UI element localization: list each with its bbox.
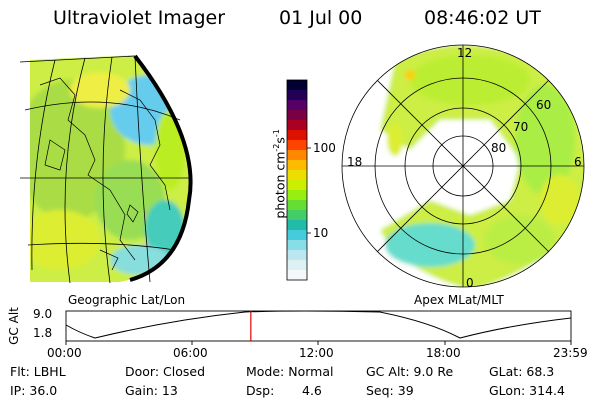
xtick-0600: 06:00 [173, 346, 208, 360]
altitude-plot [65, 310, 572, 345]
colorbar-segment [287, 100, 307, 111]
colorbar-segment [287, 210, 307, 221]
colorbar-segment [287, 170, 307, 181]
dsp-value: 4.6 [302, 383, 322, 398]
altitude-ylabel: GC Alt [7, 307, 21, 345]
colorbar-segment [287, 90, 307, 101]
xtick-1200: 12:00 [299, 346, 334, 360]
colorbar-label: photon cm-2s-1 [272, 129, 288, 219]
mlt-label-12: 12 [457, 46, 473, 60]
apex-caption: Apex MLat/MLT [414, 293, 504, 307]
seq-info: Seq: 39 [366, 383, 414, 398]
app-title: Ultraviolet Imager [53, 7, 226, 29]
altitude-ymax: 9.0 [33, 307, 53, 321]
colorbar-segment [287, 230, 307, 241]
mode-info: Mode: Normal [246, 364, 334, 379]
colorbar-segment [287, 270, 307, 281]
colorbar [286, 79, 311, 281]
colorbar-segment [287, 260, 307, 271]
colorbar-segment [287, 220, 307, 231]
gcalt-info: GC Alt: 9.0 Re [366, 364, 454, 379]
xtick-2359: 23:59 [553, 346, 588, 360]
mlt-label-6: 6 [574, 155, 582, 169]
ip-info: IP: 36.0 [10, 383, 58, 398]
mlt-label-0: 0 [466, 276, 474, 290]
polar-map [341, 44, 585, 288]
colorbar-segment [287, 130, 307, 141]
colorbar-segment [287, 180, 307, 191]
colorbar-segment [287, 200, 307, 211]
xtick-1800: 18:00 [426, 346, 461, 360]
colorbar-segment [287, 80, 307, 91]
lat-label-80: 80 [491, 141, 507, 155]
altitude-ymin: 1.8 [33, 326, 53, 340]
colorbar-tick-100: 100 [313, 141, 336, 155]
colorbar-segment [287, 120, 307, 131]
colorbar-segment [287, 250, 307, 261]
geographic-map [19, 54, 193, 284]
lat-label-60: 60 [536, 98, 552, 112]
door-info: Door: Closed [125, 364, 206, 379]
colorbar-tick-10: 10 [313, 226, 329, 240]
colorbar-segment [287, 190, 307, 201]
geographic-caption: Geographic Lat/Lon [68, 293, 186, 307]
glat-info: GLat: 68.3 [489, 364, 555, 379]
image-time: 08:46:02 UT [424, 7, 541, 29]
mlt-label-18: 18 [347, 155, 363, 169]
dsp-label: Dsp: [246, 383, 275, 398]
colorbar-segment [287, 150, 307, 161]
colorbar-segment [287, 160, 307, 171]
colorbar-segment [287, 110, 307, 121]
colorbar-segment [287, 140, 307, 151]
glon-info: GLon: 314.4 [489, 383, 565, 398]
flt-info: Flt: LBHL [10, 364, 66, 379]
gain-info: Gain: 13 [125, 383, 178, 398]
lat-label-70: 70 [513, 120, 529, 134]
colorbar-segment [287, 240, 307, 251]
image-date: 01 Jul 00 [279, 7, 363, 29]
xtick-0000: 00:00 [47, 346, 82, 360]
